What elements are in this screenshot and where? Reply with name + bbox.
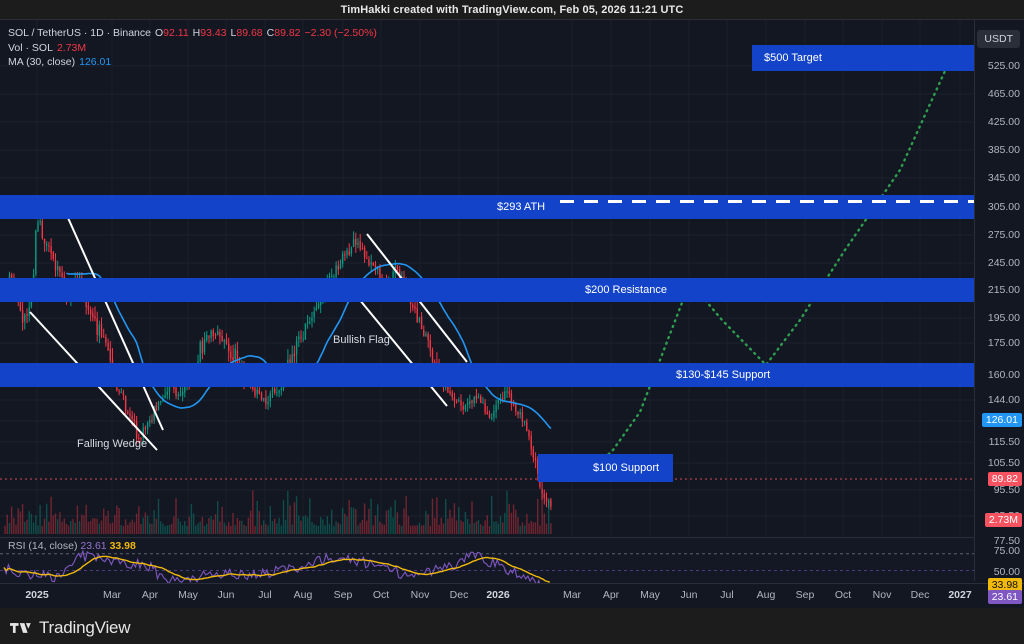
open-label: O92.11 — [154, 27, 189, 39]
rsi-tick: 75.00 — [993, 545, 1020, 557]
time-tick: Nov — [410, 589, 430, 601]
price-tick: 215.00 — [987, 284, 1020, 296]
time-tick: Oct — [372, 589, 390, 601]
volume-label[interactable]: Vol · SOL — [8, 41, 53, 54]
bullish-flag-label: Bullish Flag — [333, 334, 390, 346]
price-tick: 425.00 — [987, 116, 1020, 128]
price-tick: 385.00 — [987, 144, 1020, 156]
last-price-label: 89.82 — [987, 472, 1022, 486]
zone-ath[interactable]: $293 ATH — [0, 195, 974, 219]
ma-value: 126.01 — [79, 56, 112, 68]
time-tick: Mar — [562, 589, 582, 601]
price-tick: 195.00 — [987, 312, 1020, 324]
rsi-ma-value: 33.98 — [109, 540, 136, 552]
time-tick: Nov — [872, 589, 892, 601]
ma-label[interactable]: MA (30, close) — [8, 56, 76, 68]
time-tick: Apr — [141, 589, 159, 601]
legend-row-ma: MA (30, close) 126.01 — [8, 55, 377, 70]
price-tick: 77.50 — [993, 535, 1020, 547]
price-tick: 95.50 — [993, 484, 1020, 496]
rsi-tick: 50.00 — [993, 566, 1020, 578]
time-tick: 2027 — [948, 589, 972, 601]
zone-support[interactable]: $130-$145 Support — [0, 363, 974, 387]
ma-price-label: 126.01 — [981, 413, 1022, 427]
volume-value-label: 2.73M — [984, 513, 1022, 527]
legend-row-volume: Vol · SOL 2.73M — [8, 41, 377, 56]
rsi-ma-line — [3, 555, 551, 583]
time-tick: Jul — [258, 589, 272, 601]
low-label: L89.68 — [230, 27, 263, 39]
time-tick: Apr — [602, 589, 620, 601]
ath-dashed-line — [560, 200, 974, 203]
projection-path — [541, 46, 962, 480]
close-value: 89.82 — [274, 27, 301, 39]
rsi-name[interactable]: RSI (14, close) — [8, 540, 78, 552]
change-value: −2.30 (−2.50%) — [304, 27, 377, 39]
time-tick: Mar — [102, 589, 122, 601]
zone-label: $200 Resistance — [585, 284, 667, 296]
price-tick: 144.00 — [987, 394, 1020, 406]
time-tick: Dec — [910, 589, 930, 601]
time-axis[interactable]: 2025 Mar Apr May Jun Jul Aug Sep Oct Nov Dec 2026 Ma… — [0, 583, 1024, 608]
time-tick: May — [178, 589, 198, 601]
time-tick: 2026 — [486, 589, 510, 601]
volume-bars — [4, 490, 552, 534]
price-axis[interactable]: USDT 525.00 465.00 425.00 385.00 345.00 … — [974, 20, 1024, 604]
low-value: 89.68 — [236, 27, 263, 39]
zone-label: $500 Target — [764, 52, 822, 64]
zone-label: $130-$145 Support — [676, 369, 771, 381]
tradingview-wordmark: TradingView — [39, 618, 131, 637]
close-label: C89.82 — [266, 27, 301, 39]
price-tick: 105.50 — [987, 457, 1020, 469]
time-tick: Sep — [333, 589, 353, 601]
time-tick: Jun — [680, 589, 698, 601]
price-tick: 275.00 — [987, 229, 1020, 241]
time-tick: May — [640, 589, 660, 601]
time-tick: Jun — [217, 589, 235, 601]
time-tick: Aug — [293, 589, 313, 601]
credit-line: TimHakki created with TradingView.com, F… — [0, 0, 1024, 19]
symbol-label[interactable]: SOL / TetherUS · 1D · Binance — [8, 27, 151, 39]
zone-label: $100 Support — [593, 462, 660, 474]
price-tick: 160.00 — [987, 369, 1020, 381]
currency-badge[interactable]: USDT — [977, 30, 1020, 48]
price-plot[interactable]: $500 Target $293 ATH $200 Resistance $13… — [0, 20, 974, 536]
price-tick: 345.00 — [987, 172, 1020, 184]
tradingview-logo-icon — [10, 621, 32, 635]
time-tick: Oct — [834, 589, 852, 601]
time-tick: Aug — [756, 589, 776, 601]
price-tick: 175.00 — [987, 337, 1020, 349]
price-tick: 525.00 — [987, 60, 1020, 72]
falling-wedge-label: Falling Wedge — [77, 438, 148, 450]
price-tick: 465.00 — [987, 88, 1020, 100]
price-tick: 115.50 — [988, 436, 1020, 448]
price-tick: 305.00 — [987, 201, 1020, 213]
open-value: 92.11 — [163, 27, 189, 39]
price-tick: 245.00 — [987, 257, 1020, 269]
tradingview-brand[interactable]: TradingView — [10, 618, 131, 638]
chart-legend: SOL / TetherUS · 1D · Binance O92.11 H93… — [8, 26, 377, 70]
rsi-value: 23.61 — [80, 540, 107, 552]
time-tick: Sep — [795, 589, 815, 601]
chart-frame: $500 Target $293 ATH $200 Resistance $13… — [0, 19, 1024, 608]
time-tick: Jul — [720, 589, 734, 601]
zone-hundred-support[interactable]: $100 Support — [538, 454, 673, 482]
rsi-ma-label: 33.98 — [987, 578, 1022, 592]
zone-label: $293 ATH — [497, 201, 546, 213]
high-label: H93.43 — [192, 27, 227, 39]
legend-row-ohlc: SOL / TetherUS · 1D · Binance O92.11 H93… — [8, 26, 377, 41]
zone-target[interactable]: $500 Target — [752, 45, 974, 71]
rsi-value-label: 23.61 — [987, 590, 1022, 604]
falling-wedge-drawing — [29, 199, 164, 451]
zone-resistance[interactable]: $200 Resistance — [0, 278, 974, 302]
time-tick: 2025 — [25, 589, 49, 601]
time-tick: Dec — [449, 589, 469, 601]
high-value: 93.43 — [200, 27, 227, 39]
rsi-legend: RSI (14, close) 23.61 33.98 — [8, 540, 136, 552]
volume-value: 2.73M — [56, 41, 87, 54]
